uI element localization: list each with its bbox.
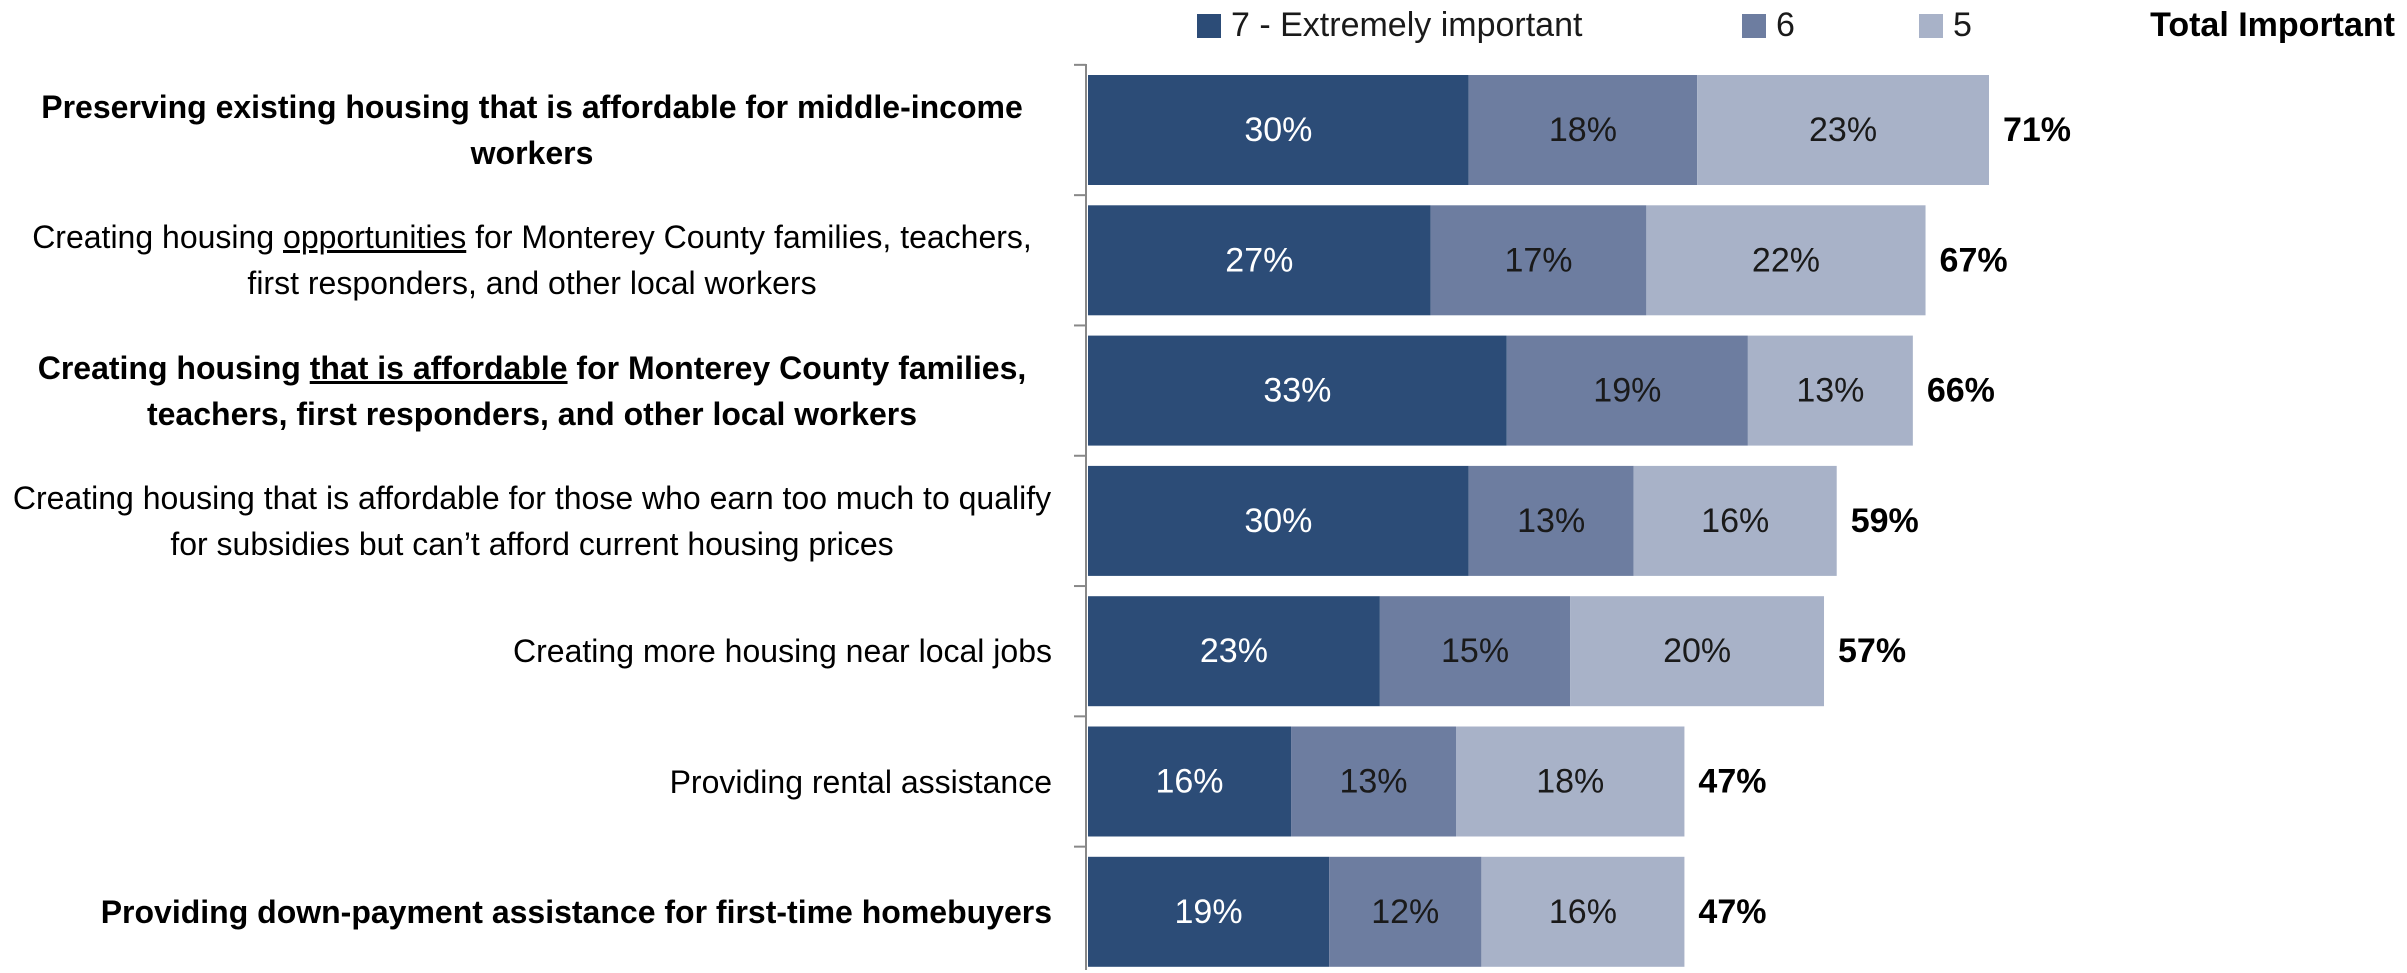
value-label: 12% bbox=[1371, 893, 1439, 931]
total-label: 71% bbox=[2003, 111, 2071, 149]
value-label: 18% bbox=[1536, 762, 1604, 800]
bar-segment bbox=[1088, 205, 1431, 316]
legend-swatch bbox=[1919, 14, 1943, 38]
bar-segment bbox=[1291, 726, 1457, 837]
bar-segment bbox=[1329, 856, 1482, 967]
bar-segment bbox=[1747, 335, 1913, 446]
bar-segment bbox=[1506, 335, 1748, 446]
value-label: 33% bbox=[1263, 372, 1331, 410]
value-label: 22% bbox=[1752, 241, 1820, 279]
value-label: 17% bbox=[1504, 241, 1572, 279]
value-label: 15% bbox=[1441, 632, 1509, 670]
value-label: 27% bbox=[1225, 241, 1293, 279]
value-label: 16% bbox=[1701, 502, 1769, 540]
value-label: 13% bbox=[1796, 372, 1864, 410]
bar-segment bbox=[1468, 75, 1698, 185]
legend-swatch bbox=[1197, 14, 1221, 38]
value-label: 23% bbox=[1200, 632, 1268, 670]
value-label: 30% bbox=[1244, 111, 1312, 149]
bar-segment bbox=[1481, 856, 1685, 967]
value-label: 16% bbox=[1549, 893, 1617, 931]
value-label: 13% bbox=[1517, 502, 1585, 540]
bar-segment bbox=[1570, 596, 1825, 707]
legend-swatch bbox=[1742, 14, 1766, 38]
category-label: Creating housing opportunities for Monte… bbox=[32, 219, 1032, 302]
bar-segment bbox=[1088, 75, 1469, 185]
legend-label: 6 bbox=[1776, 6, 1795, 44]
totals-title: Total Important bbox=[2150, 6, 2395, 44]
underlined-text: opportunities bbox=[283, 219, 467, 256]
value-label: 13% bbox=[1339, 762, 1407, 800]
bar-segment bbox=[1430, 205, 1647, 316]
bar-segment bbox=[1697, 75, 1989, 185]
bar-segment bbox=[1088, 335, 1507, 446]
value-label: 19% bbox=[1593, 372, 1661, 410]
bar-segment bbox=[1468, 465, 1634, 576]
value-label: 23% bbox=[1809, 111, 1877, 149]
total-label: 47% bbox=[1698, 893, 1766, 931]
bar-segment bbox=[1633, 465, 1837, 576]
category-label: Creating more housing near local jobs bbox=[513, 633, 1052, 670]
underlined-text: that is affordable bbox=[309, 349, 568, 386]
value-label: 18% bbox=[1549, 111, 1617, 149]
total-label: 47% bbox=[1698, 762, 1766, 800]
category-label: Creating housing that is affordable for … bbox=[37, 349, 1027, 432]
value-label: 19% bbox=[1175, 893, 1243, 931]
category-label: Providing down-payment assistance for fi… bbox=[100, 893, 1052, 930]
bar-segment bbox=[1088, 856, 1330, 967]
bar-segment bbox=[1456, 726, 1685, 837]
bar-segment bbox=[1088, 465, 1469, 576]
category-label: Creating housing that is affordable for … bbox=[12, 479, 1052, 562]
value-label: 20% bbox=[1663, 632, 1731, 670]
total-label: 57% bbox=[1838, 632, 1906, 670]
bar-segment bbox=[1379, 596, 1571, 707]
total-label: 67% bbox=[1940, 241, 2008, 279]
total-label: 66% bbox=[1927, 372, 1995, 410]
category-label: Providing rental assistance bbox=[669, 763, 1052, 800]
total-label: 59% bbox=[1851, 502, 1919, 540]
value-label: 30% bbox=[1244, 502, 1312, 540]
category-label: Preserving existing housing that is affo… bbox=[41, 89, 1023, 171]
legend-label: 7 - Extremely important bbox=[1231, 6, 1583, 44]
bar-segment bbox=[1646, 205, 1926, 316]
value-label: 16% bbox=[1155, 762, 1223, 800]
bar-segment bbox=[1088, 726, 1292, 837]
legend-label: 5 bbox=[1953, 6, 1972, 44]
bar-segment bbox=[1088, 596, 1380, 707]
